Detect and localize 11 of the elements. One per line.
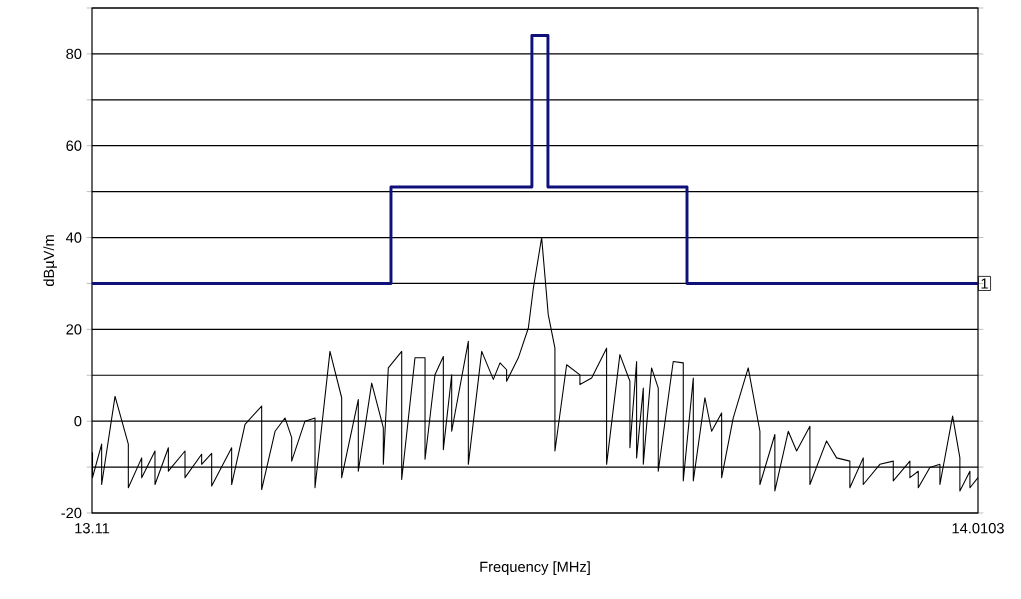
y-tick-label: 20 bbox=[66, 324, 82, 335]
x-tick-label: 13.11 bbox=[75, 523, 110, 534]
y-tick-label: 60 bbox=[66, 140, 82, 151]
annotation: 1 bbox=[981, 278, 988, 289]
y-tick-label: 80 bbox=[66, 48, 82, 60]
y-tick-label: -20 bbox=[61, 507, 82, 519]
x-tick-label: 14.0103 bbox=[952, 523, 1004, 534]
y-tick-label: 40 bbox=[65, 232, 82, 243]
y-tick-label: 0 bbox=[74, 415, 82, 427]
x-axis-title: Frequency [MHz] bbox=[480, 561, 590, 575]
y-axis-title: dBµV/m bbox=[43, 235, 57, 287]
